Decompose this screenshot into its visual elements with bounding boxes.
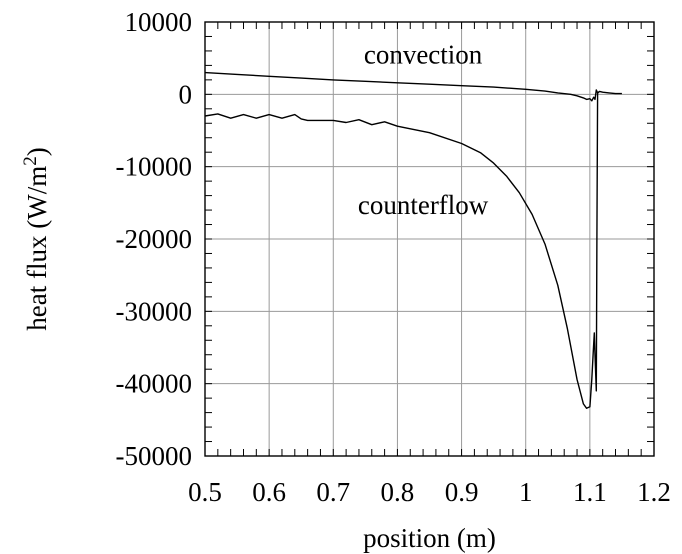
y-tick-label: 10000 [125,7,193,37]
y-tick-label: -30000 [116,296,193,326]
y-axis-title: heat flux (W/m2) [20,147,52,330]
annotation-label: convection [364,40,483,70]
plot-frame [204,21,655,457]
y-tick-label: -40000 [116,369,193,399]
x-tick-label: 0.7 [316,477,350,507]
x-tick-labels: 0.5 0.6 0.7 0.8 0.9 1 1.1 1.2 [188,477,671,507]
y-tick-label: -50000 [116,441,193,471]
y-axis-title-superscript: 2 [20,156,41,166]
annotations: convection counterflow [358,40,489,220]
series-line-2 [204,91,600,409]
x-axis-title: position (m) [363,523,496,553]
series-line-1 [204,71,622,102]
y-axis-title-prefix: heat flux (W/m [22,166,52,331]
x-tick-label: 0.8 [381,477,415,507]
y-tick-label: -10000 [116,152,193,182]
x-tick-label: 0.6 [252,477,286,507]
grid-lines [204,21,655,457]
x-tick-label: 1.1 [573,477,607,507]
y-tick-labels: 10000 0 -10000 -20000 -30000 -40000 -50000 [116,7,193,471]
annotation-label: counterflow [358,190,489,220]
x-tick-label: 1 [519,477,533,507]
x-tick-label: 1.2 [637,477,671,507]
y-axis-title-suffix: ) [22,147,52,156]
x-tick-label: 0.5 [188,477,222,507]
y-tick-label: 0 [179,79,193,109]
y-tick-label: -20000 [116,224,193,254]
x-tick-label: 0.9 [445,477,479,507]
series-lines [204,71,622,409]
